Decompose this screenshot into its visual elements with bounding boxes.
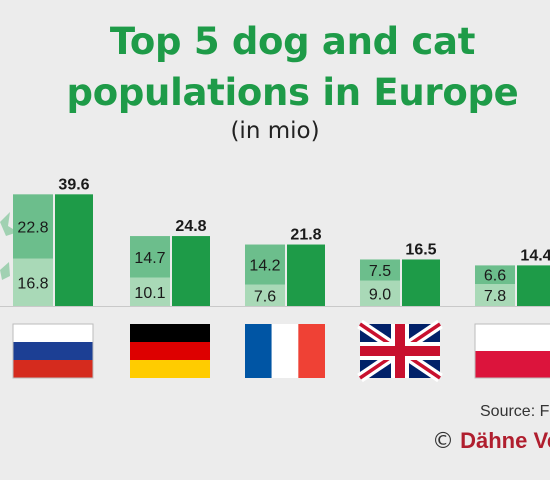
- bar-lower-poland: [475, 284, 515, 306]
- flag-stripe: [130, 324, 210, 342]
- flag-stripe: [130, 360, 210, 378]
- flag-border: [12, 323, 94, 379]
- bar-upper-germany: [130, 236, 170, 278]
- chart-title-line-2: populations in Europe: [66, 71, 519, 114]
- bar-total-russia: [55, 194, 93, 306]
- data-label-total-poland: 14.4: [520, 247, 550, 264]
- flag-stripe: [13, 324, 93, 342]
- data-label-lower-france: 7.6: [254, 288, 276, 305]
- data-label-upper-russia: 22.8: [17, 219, 48, 236]
- france-flag-icon: [245, 324, 325, 378]
- flag-stripe: [13, 360, 93, 378]
- data-label-lower-united-kingdom: 9.0: [369, 286, 391, 303]
- data-label-upper-germany: 14.7: [134, 250, 165, 267]
- uk-flag-icon: [357, 319, 443, 383]
- flag-stripe: [298, 324, 325, 378]
- flag-stripe: [475, 351, 550, 378]
- bar-lower-germany: [130, 277, 170, 306]
- chart-title-line-1: Top 5 dog and cat: [109, 20, 476, 63]
- germany-flag-icon: [130, 324, 210, 378]
- russia-flag-icon: [12, 323, 94, 379]
- data-label-upper-france: 14.2: [249, 258, 280, 275]
- data-label-upper-united-kingdom: 7.5: [369, 263, 391, 280]
- data-label-upper-poland: 6.6: [484, 268, 506, 285]
- data-label-total-united-kingdom: 16.5: [405, 241, 436, 258]
- data-label-lower-russia: 16.8: [17, 275, 48, 292]
- decorative-leaf-icon: [0, 262, 10, 280]
- bar-total-germany: [172, 236, 210, 306]
- bar-lower-united-kingdom: [360, 280, 400, 306]
- source-note: Source: F: [480, 403, 550, 420]
- flag-stripe: [245, 324, 272, 378]
- bar-upper-france: [245, 244, 285, 285]
- bar-upper-russia: [13, 194, 53, 259]
- flag-stripe: [271, 324, 299, 378]
- data-label-total-france: 21.8: [290, 227, 321, 244]
- chart-subtitle: (in mio): [230, 118, 320, 144]
- flag-stripe: [13, 342, 93, 360]
- flag-border: [474, 323, 550, 379]
- flag-cross-red: [360, 346, 440, 356]
- bar-total-france: [287, 244, 325, 306]
- flag-stripe: [475, 324, 550, 351]
- data-label-total-germany: 24.8: [175, 218, 206, 235]
- poland-flag-icon: [474, 323, 550, 379]
- data-label-total-russia: 39.6: [58, 176, 89, 193]
- bar-lower-russia: [13, 258, 53, 306]
- bar-lower-france: [245, 284, 285, 306]
- copyright-symbol: ©: [432, 429, 454, 454]
- bar-total-united-kingdom: [402, 259, 440, 306]
- bar-upper-poland: [475, 265, 515, 285]
- publisher-brand: Dähne Ve: [460, 428, 550, 453]
- data-label-lower-poland: 7.8: [484, 288, 506, 305]
- bar-total-poland: [517, 265, 550, 306]
- bar-upper-united-kingdom: [360, 259, 400, 281]
- flag-stripe: [130, 342, 210, 360]
- data-label-lower-germany: 10.1: [134, 285, 165, 302]
- copyright-notice: © Dähne Ve: [432, 428, 550, 454]
